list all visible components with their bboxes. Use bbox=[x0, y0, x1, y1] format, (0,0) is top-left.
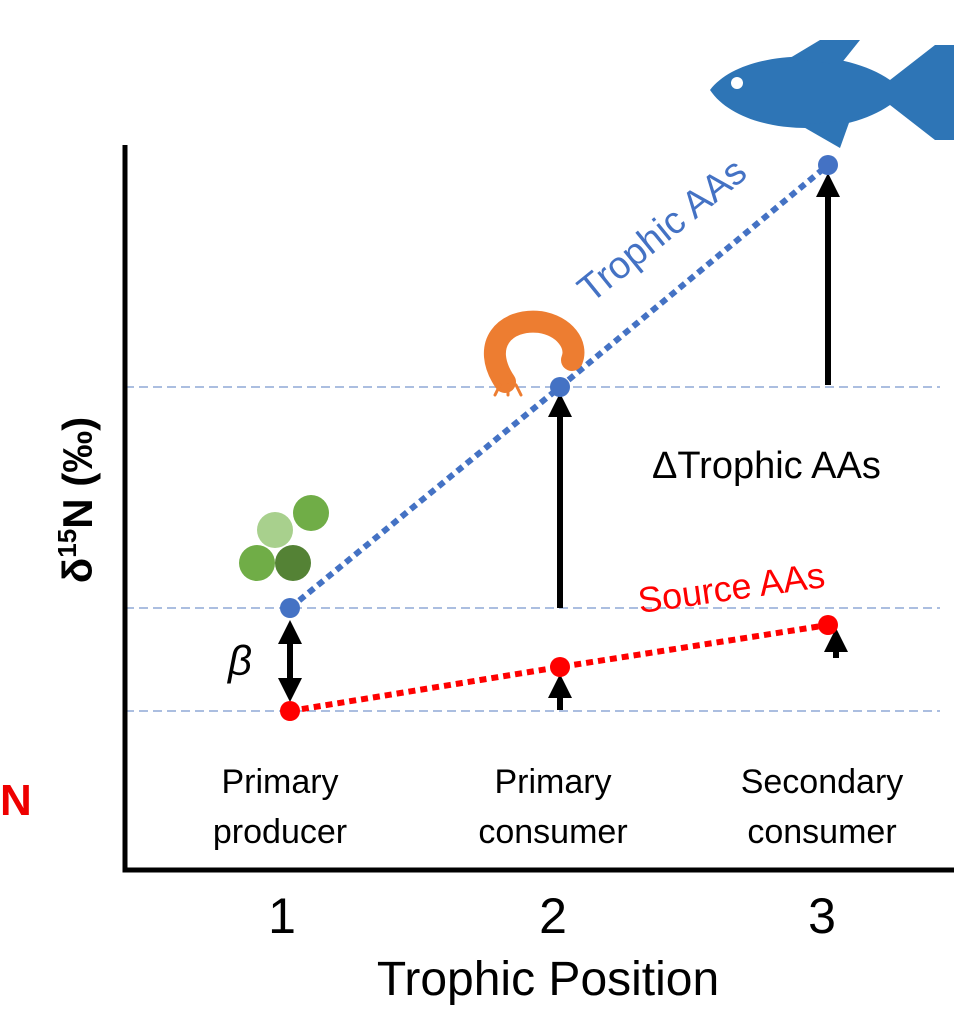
x-tick-label: 3 bbox=[808, 888, 836, 944]
delta-label: ΔTrophic AAs bbox=[652, 445, 881, 487]
y-rest: N (‰) bbox=[54, 417, 101, 529]
stage-label: consumer bbox=[747, 813, 896, 851]
y-superscript: 15 bbox=[52, 529, 82, 558]
stage-label: Secondary bbox=[741, 763, 904, 801]
stage-label: Primary bbox=[494, 763, 611, 801]
trophic-label: Trophic AAs bbox=[570, 150, 755, 311]
cut-label: N bbox=[0, 776, 32, 825]
x-tick-label: 1 bbox=[268, 888, 296, 944]
beta-label: β bbox=[226, 637, 252, 684]
x-tick-label: 2 bbox=[539, 888, 567, 944]
y-axis-title: δ15N (‰) bbox=[52, 417, 101, 583]
source-label: Source AAs bbox=[635, 554, 827, 621]
diagram: N Trophic AA bbox=[0, 0, 954, 1011]
x-axis-title: Trophic Position bbox=[377, 953, 719, 1006]
fish-icon bbox=[710, 40, 954, 148]
algae-icon bbox=[239, 495, 329, 581]
stage-label: producer bbox=[213, 813, 347, 851]
stage-label: consumer bbox=[478, 813, 627, 851]
stage-label: Primary bbox=[221, 763, 338, 801]
page: {"cut_label": "N", "y_axis": {"symbol": … bbox=[0, 0, 954, 1011]
y-symbol: δ bbox=[54, 558, 101, 583]
